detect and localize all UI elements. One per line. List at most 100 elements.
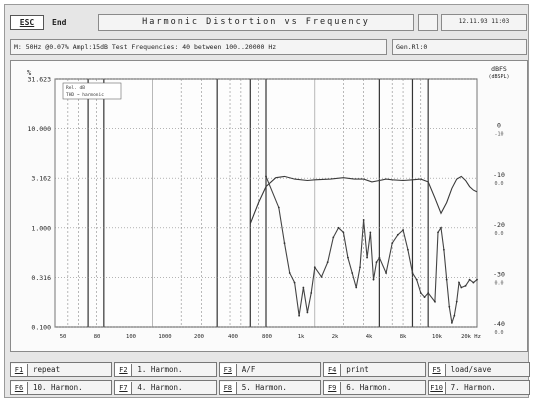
function-key-label: print bbox=[346, 365, 369, 374]
right-tick-sublabel: 0.0 bbox=[494, 231, 503, 237]
data-point bbox=[265, 175, 267, 178]
legend-entry: THD ~ harmonic bbox=[66, 92, 104, 98]
data-point bbox=[440, 226, 442, 229]
data-point bbox=[302, 286, 305, 289]
data-point bbox=[445, 278, 448, 281]
plot-area: 31.623 10.000 3.162 1.000 0.316 0.100% dBFS (dB… bbox=[10, 60, 528, 352]
right-tick-sublabel: 0.0 bbox=[494, 181, 503, 187]
right-tick-label: 0 bbox=[497, 122, 501, 130]
right-tick-sublabel: -10 bbox=[494, 132, 503, 138]
data-point bbox=[437, 231, 439, 234]
data-point bbox=[293, 281, 296, 284]
right-tick-label: -10 bbox=[493, 171, 505, 179]
data-point bbox=[450, 321, 453, 324]
esc-key-button[interactable]: ESC bbox=[10, 15, 44, 30]
data-point bbox=[366, 256, 368, 259]
data-point bbox=[464, 284, 467, 287]
data-point bbox=[411, 272, 414, 274]
series-line-1 bbox=[249, 175, 478, 224]
x-tick-label: 1000 bbox=[158, 334, 171, 340]
x-tick-label: 2k bbox=[332, 334, 339, 340]
data-point bbox=[283, 242, 286, 245]
data-point bbox=[433, 300, 436, 303]
data-point bbox=[476, 278, 478, 281]
x-tick-label: 8k bbox=[400, 334, 407, 340]
x-tick-label: 1k bbox=[298, 334, 305, 340]
series-line-2 bbox=[265, 176, 478, 324]
function-key-code: F8 bbox=[219, 382, 237, 394]
right-tick-sublabel: 0.0 bbox=[494, 280, 503, 286]
data-point bbox=[337, 226, 340, 229]
function-key-f10[interactable]: F10 7. Harmon. bbox=[427, 380, 530, 395]
right-axis-label: dBFS bbox=[491, 65, 507, 73]
data-point bbox=[347, 256, 349, 259]
y-tick-label: 1.000 bbox=[31, 224, 51, 232]
right-axis-sublabel: (dBSPL) bbox=[488, 74, 509, 80]
data-point bbox=[396, 233, 399, 236]
function-key-code: F3 bbox=[219, 364, 237, 376]
function-key-label: 4. Harmon. bbox=[137, 383, 183, 392]
data-point bbox=[448, 305, 451, 308]
function-key-f4[interactable]: F4 print bbox=[323, 362, 426, 377]
data-point bbox=[372, 278, 375, 281]
data-point bbox=[326, 261, 329, 264]
function-key-f8[interactable]: F8 5. Harmon. bbox=[218, 380, 322, 395]
right-tick-label: -20 bbox=[493, 221, 505, 229]
data-point bbox=[407, 248, 409, 251]
x-tick-label: 80 bbox=[94, 334, 101, 340]
data-point bbox=[359, 266, 361, 269]
function-key-code: F10 bbox=[428, 382, 446, 394]
x-tick-label: 100 bbox=[126, 334, 136, 340]
data-point bbox=[391, 242, 394, 245]
data-point bbox=[351, 272, 354, 274]
function-key-code: F6 bbox=[11, 382, 28, 394]
x-tick-label: 50 bbox=[60, 334, 67, 340]
data-point bbox=[288, 272, 291, 274]
data-point bbox=[455, 300, 458, 303]
x-tick-label: 800 bbox=[262, 334, 272, 340]
function-key-label: 7. Harmon. bbox=[450, 383, 496, 392]
data-point bbox=[442, 248, 445, 251]
function-key-f5[interactable]: F5 load/save bbox=[427, 362, 530, 377]
data-point bbox=[342, 231, 345, 234]
x-tick-label: 20k Hz bbox=[461, 334, 481, 340]
function-key-label: A/F bbox=[241, 365, 256, 374]
data-point bbox=[385, 272, 387, 274]
function-key-label: load/save bbox=[450, 365, 492, 374]
window-title: Harmonic Distortion vs Frequency bbox=[98, 14, 414, 31]
data-point bbox=[306, 311, 309, 314]
right-tick-sublabel: 0.0 bbox=[494, 330, 503, 336]
data-point bbox=[375, 261, 378, 264]
function-key-f9[interactable]: F9 6. Harmon. bbox=[323, 380, 426, 395]
y-tick-label: 0.316 bbox=[31, 274, 51, 282]
right-tick-label: -30 bbox=[493, 270, 505, 278]
x-tick-label: 200 bbox=[194, 334, 204, 340]
data-point bbox=[362, 219, 365, 221]
distortion-chart: 31.623 10.000 3.162 1.000 0.316 0.100% dBFS(dB… bbox=[27, 65, 510, 340]
data-point bbox=[427, 292, 430, 294]
x-tick-label: 4k bbox=[366, 334, 373, 340]
data-point bbox=[468, 278, 471, 281]
y-tick-label: 3.162 bbox=[31, 175, 51, 183]
function-key-code: F7 bbox=[115, 382, 133, 394]
data-point bbox=[298, 314, 301, 317]
legend-entry: Rel. dB bbox=[66, 85, 85, 91]
data-point bbox=[402, 229, 404, 231]
right-tick-label: -40 bbox=[493, 320, 505, 328]
function-key-f7[interactable]: F7 4. Harmon. bbox=[114, 380, 217, 395]
data-point bbox=[332, 236, 335, 239]
function-key-f3[interactable]: F3 A/F bbox=[218, 362, 322, 377]
function-key-code: F5 bbox=[428, 364, 446, 376]
function-key-f2[interactable]: F2 1. Harmon. bbox=[114, 362, 217, 377]
function-key-f1[interactable]: F1 repeat bbox=[10, 362, 113, 377]
data-point bbox=[369, 231, 372, 234]
data-point bbox=[277, 206, 280, 209]
data-point bbox=[419, 292, 422, 294]
function-key-code: F9 bbox=[324, 382, 342, 394]
status-square bbox=[418, 14, 438, 31]
generator-field: Gen.Rl:0 bbox=[392, 39, 527, 55]
end-label: End bbox=[52, 18, 67, 27]
data-point bbox=[310, 292, 313, 294]
function-key-f6[interactable]: F6 10. Harmon. bbox=[10, 380, 113, 395]
data-point bbox=[460, 286, 463, 289]
